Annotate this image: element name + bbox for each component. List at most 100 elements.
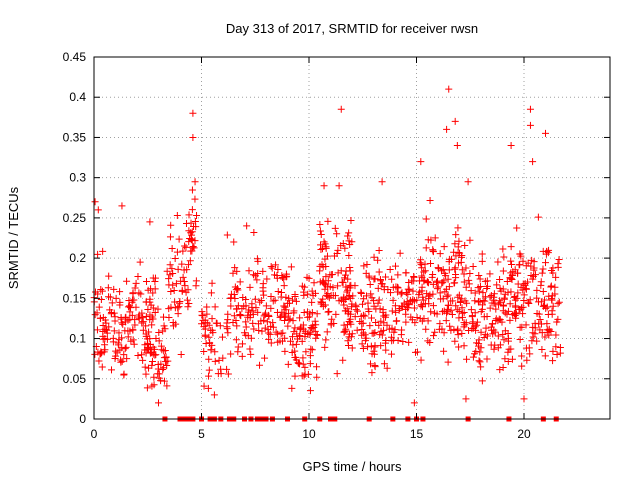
data-point (361, 337, 369, 345)
data-point (292, 340, 300, 348)
data-point (375, 296, 383, 304)
data-point (233, 322, 241, 330)
data-point (367, 314, 375, 322)
data-point (357, 288, 365, 296)
data-point (118, 202, 126, 210)
data-point (317, 241, 325, 249)
data-point (184, 286, 192, 294)
data-point (174, 310, 182, 318)
data-point (218, 333, 226, 341)
data-point (304, 290, 312, 298)
data-point (231, 295, 239, 303)
data-point (152, 335, 160, 343)
data-point (205, 372, 213, 380)
data-point (452, 302, 460, 310)
data-point (536, 316, 544, 324)
data-point (434, 277, 442, 285)
data-point (451, 117, 459, 125)
data-point (472, 347, 480, 355)
data-point (404, 304, 412, 312)
data-point (332, 310, 340, 318)
data-point (442, 272, 450, 280)
data-point (95, 357, 103, 365)
data-point (175, 235, 183, 243)
data-point (120, 370, 128, 378)
data-point (506, 300, 514, 308)
data-point (500, 295, 508, 303)
data-point (188, 186, 196, 194)
data-points (90, 85, 564, 422)
data-point (351, 313, 359, 321)
data-point (474, 284, 482, 292)
x-tick-label: 0 (91, 427, 98, 441)
data-point (398, 289, 406, 297)
data-point (499, 330, 507, 338)
data-point (279, 329, 287, 337)
data-point (127, 304, 135, 312)
data-point (552, 331, 560, 339)
data-point (425, 300, 433, 308)
data-point (236, 311, 244, 319)
data-point (370, 302, 378, 310)
data-point (417, 356, 425, 364)
data-point (157, 360, 165, 368)
data-point (242, 302, 250, 310)
data-point (391, 302, 399, 310)
data-point (298, 282, 306, 290)
data-point (278, 272, 286, 280)
data-point (267, 304, 275, 312)
data-point (179, 247, 187, 255)
data-point (177, 350, 185, 358)
data-point (189, 109, 197, 117)
data-point (256, 298, 264, 306)
data-point (148, 357, 156, 365)
data-point (486, 304, 494, 312)
data-point (281, 347, 289, 355)
data-point (429, 248, 437, 256)
data-point (189, 133, 197, 141)
data-point (454, 331, 462, 339)
data-point (308, 325, 316, 333)
data-point (386, 265, 394, 273)
data-point (186, 257, 194, 265)
data-point (110, 327, 118, 335)
data-point (549, 269, 557, 277)
data-point (260, 291, 268, 299)
data-point (98, 363, 106, 371)
data-point (299, 354, 307, 362)
data-point (269, 323, 277, 331)
data-point (418, 272, 426, 280)
data-point (545, 292, 553, 300)
data-point (489, 296, 497, 304)
data-point (451, 240, 459, 248)
data-point (214, 370, 222, 378)
data-point (300, 288, 308, 296)
data-point (444, 358, 452, 366)
data-point (392, 308, 400, 316)
data-point (169, 319, 177, 327)
plot-frame (93, 56, 611, 420)
data-point (202, 340, 210, 348)
data-point (116, 346, 124, 354)
data-point (342, 283, 350, 291)
data-point (454, 224, 462, 232)
data-point (556, 349, 564, 357)
data-point (238, 352, 246, 360)
data-point (380, 360, 388, 368)
data-point (118, 357, 126, 365)
data-point (98, 287, 106, 295)
data-point (273, 309, 281, 317)
data-point (301, 370, 309, 378)
data-point (294, 359, 302, 367)
data-point (548, 292, 556, 300)
data-point (116, 288, 124, 296)
data-point (475, 357, 483, 365)
data-point (382, 313, 390, 321)
data-point (424, 317, 432, 325)
data-point (354, 307, 362, 315)
data-point (340, 328, 348, 336)
data-point (520, 395, 528, 403)
data-point (255, 320, 263, 328)
data-point (132, 279, 140, 287)
data-point (289, 317, 297, 325)
